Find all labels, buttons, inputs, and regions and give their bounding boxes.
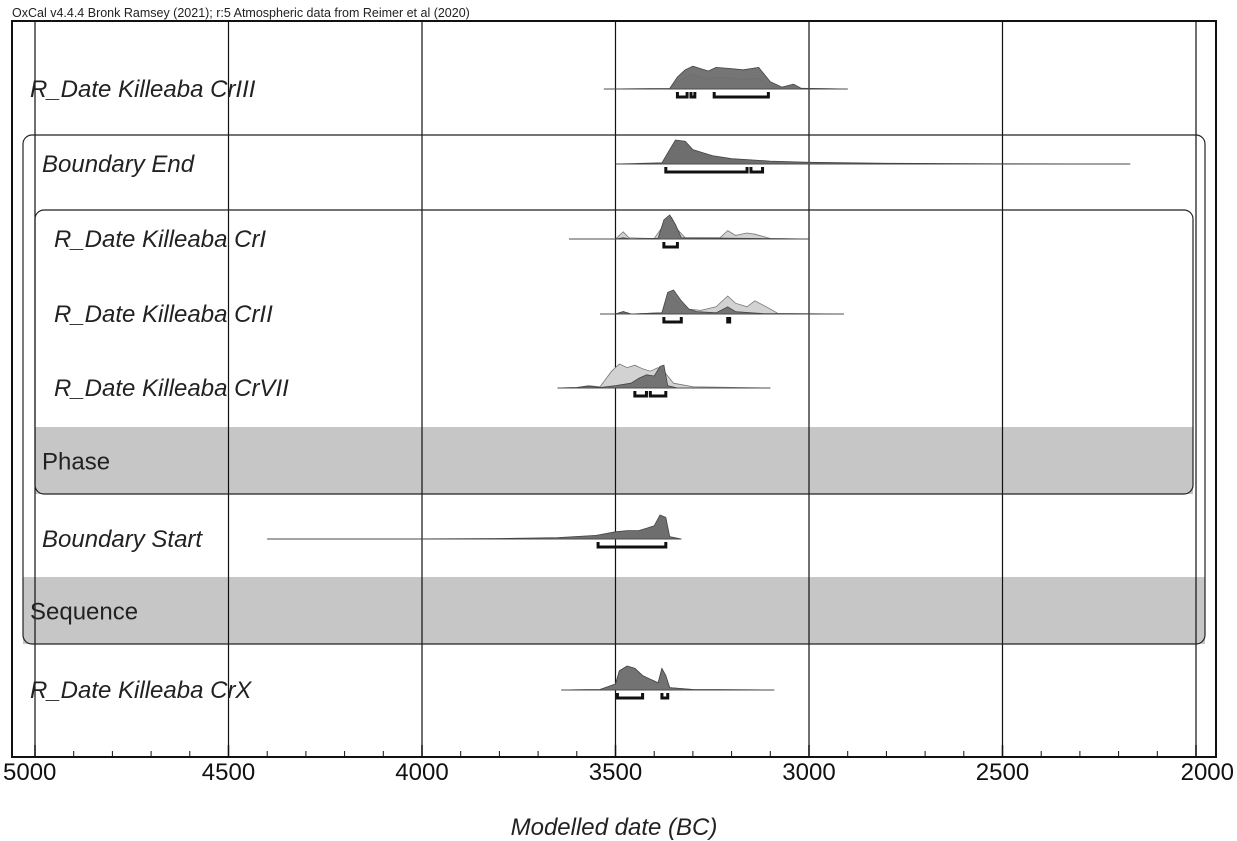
row-label-boundary-end: Boundary End <box>42 151 195 178</box>
group-band-phase <box>35 427 1193 494</box>
group-bracket-sequence <box>22 134 1206 645</box>
posterior-distribution <box>615 139 1131 165</box>
row-r-date-killeaba-cri <box>569 214 810 249</box>
hpd-range-bracket <box>712 92 770 99</box>
plot-frame <box>11 20 1217 758</box>
hpd-range-bracket <box>664 167 749 174</box>
prior-distribution <box>569 216 810 240</box>
hpd-range-bracket <box>675 92 689 99</box>
hpd-range-bracket <box>689 92 697 99</box>
tick-label-5000: 5000 <box>3 759 56 786</box>
group-band-sequence <box>23 577 1205 644</box>
row-r-date-killeaba-crvii <box>557 363 771 398</box>
tick-label-3000: 3000 <box>782 759 835 786</box>
posterior-distribution <box>557 364 771 389</box>
row-r-date-killeaba-crx <box>561 665 775 700</box>
row-label-r-date-killeaba-cri: R_Date Killeaba CrI <box>54 226 266 253</box>
group-label-sequence: Sequence <box>30 599 138 626</box>
gridline-layer <box>34 21 1197 757</box>
x-axis-title: Modelled date (BC) <box>511 814 718 841</box>
posterior-distribution <box>569 214 810 240</box>
x-axis: 5000 4500 4000 3500 3000 2500 2000 <box>3 745 1234 786</box>
hpd-range-bracket <box>615 693 645 700</box>
row-label-boundary-start: Boundary Start <box>42 526 203 553</box>
row-boundary-start <box>267 514 682 549</box>
group-bracket-layer <box>22 134 1206 645</box>
posterior-distribution <box>561 665 775 691</box>
hpd-range-bracket <box>648 391 668 398</box>
row-label-r-date-killeaba-crx: R_Date Killeaba CrX <box>30 677 252 704</box>
hpd-range-bracket <box>662 242 679 249</box>
group-bracket-phase <box>34 209 1194 495</box>
hpd-range-bracket <box>633 391 648 398</box>
tick-label-4500: 4500 <box>202 759 255 786</box>
distribution-layer <box>267 65 1131 700</box>
row-r-date-killeaba-crii <box>600 289 844 324</box>
group-label-phase: Phase <box>42 449 110 476</box>
row-label-layer: Sequence Phase R_Date Killeaba CrIII Bounda… <box>30 76 289 704</box>
tick-label-3500: 3500 <box>589 759 642 786</box>
row-boundary-end <box>615 139 1131 174</box>
posterior-distribution <box>603 65 848 90</box>
row-r-date-killeaba-criii <box>603 65 848 99</box>
chart-credit: OxCal v4.4.4 Bronk Ramsey (2021); r:5 At… <box>12 6 470 20</box>
hpd-range-bracket <box>749 167 765 174</box>
tick-label-2500: 2500 <box>976 759 1029 786</box>
posterior-distribution <box>267 514 682 540</box>
row-label-r-date-killeaba-crvii: R_Date Killeaba CrVII <box>54 375 289 402</box>
row-label-r-date-killeaba-crii: R_Date Killeaba CrII <box>54 301 273 328</box>
posterior-distribution <box>600 289 844 315</box>
tick-label-2000: 2000 <box>1181 759 1234 786</box>
hpd-range-bracket <box>660 693 670 700</box>
hpd-range-bracket <box>596 542 668 549</box>
tick-label-4000: 4000 <box>395 759 448 786</box>
hpd-range-bracket <box>726 317 732 324</box>
row-label-r-date-killeaba-criii: R_Date Killeaba CrIII <box>30 76 256 103</box>
hpd-range-bracket <box>662 317 683 324</box>
